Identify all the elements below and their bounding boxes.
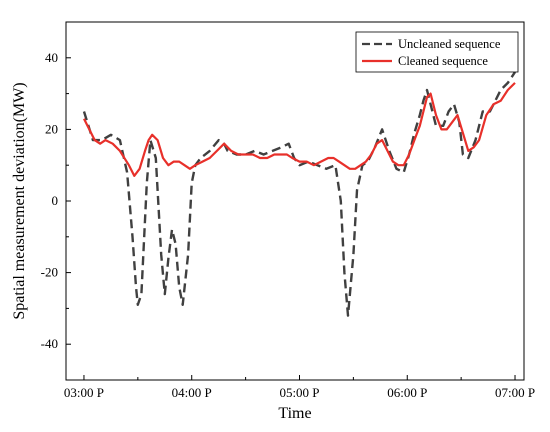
y-tick-label: 40 [45,50,58,65]
series-line-uncleaned [82,71,516,317]
y-axis-title: Spatial measurement deviation(MW) [11,82,28,319]
legend-label: Uncleaned sequence [398,37,501,51]
x-tick-label: 03:00 P [64,385,104,400]
legend-label: Cleaned sequence [398,54,488,68]
y-tick-label: 0 [52,193,59,208]
axes: 03:00 P 04:00 P 05:00 P 06:00 P 07:00 P -40 -2… [41,21,535,400]
series-line-cleaned [83,82,516,177]
y-tick-label: 20 [45,121,58,136]
y-tick-label: -40 [41,336,58,351]
legend-box [355,31,519,73]
x-tick-label: 06:00 P [387,385,427,400]
plot-frame [65,21,525,381]
x-tick-label: 07:00 P [495,385,535,400]
x-axis-title: Time [278,405,311,422]
x-tick-label: 04:00 P [172,385,212,400]
legend: Uncleaned sequence Cleaned sequence [355,31,519,73]
series-layer [82,71,516,317]
y-tick-label: -20 [41,265,58,280]
x-tick-label: 05:00 P [279,385,319,400]
